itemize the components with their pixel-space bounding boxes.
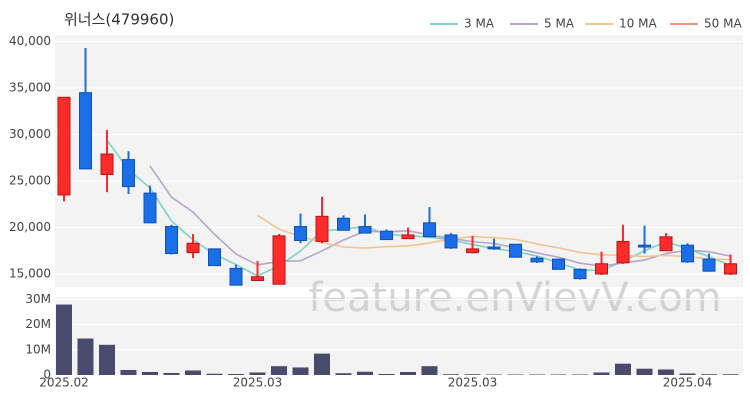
candle-body xyxy=(681,244,694,263)
candle-body xyxy=(208,248,221,267)
candle-body xyxy=(57,96,71,196)
y-tick-label: 20,000 xyxy=(9,220,51,234)
candle-body xyxy=(186,242,200,254)
x-tick-label: 2025.03 xyxy=(448,376,498,390)
volume-bar xyxy=(636,368,653,375)
y2-tick-label: 30M xyxy=(25,292,51,306)
candle-body xyxy=(143,192,157,224)
volume-bar xyxy=(421,366,438,375)
x-tick-label: 2025.02 xyxy=(39,376,89,390)
y2-tick-label: 10M xyxy=(25,342,51,356)
candle-body xyxy=(616,240,630,264)
x-tick-label: 2025.03 xyxy=(233,376,283,390)
candle-body xyxy=(79,92,92,170)
volume-bar xyxy=(550,374,567,375)
volume-bar xyxy=(464,374,481,375)
y2-tick-label: 0 xyxy=(43,368,51,382)
candle-body xyxy=(401,234,415,240)
volume-bar xyxy=(486,374,502,375)
candle-body xyxy=(294,226,307,242)
volume-bar xyxy=(357,371,373,375)
candle-body xyxy=(595,263,608,275)
volume-bar xyxy=(335,373,352,375)
volume-bar xyxy=(77,338,94,375)
candle-body xyxy=(272,235,286,285)
y-tick-label: 40,000 xyxy=(9,34,51,48)
candle-body xyxy=(229,267,243,286)
volume-bar xyxy=(679,373,696,375)
chart-title: 위너스(479960) xyxy=(64,11,174,29)
volume-bar xyxy=(593,372,610,375)
candle-body xyxy=(487,246,501,250)
watermark: feature.enVievV.com xyxy=(308,275,721,321)
volume-bar xyxy=(206,373,223,375)
volume-bar xyxy=(228,373,244,375)
volume-bar xyxy=(249,372,266,375)
volume-bar xyxy=(443,374,459,375)
candle-body xyxy=(165,226,178,255)
candle-body xyxy=(552,258,565,270)
candle-body xyxy=(122,159,135,188)
x-tick-label: 2025.04 xyxy=(663,376,713,390)
volume-bar xyxy=(185,370,201,375)
volume-bar xyxy=(400,371,416,375)
volume-bar xyxy=(99,344,115,375)
candle-body xyxy=(659,236,673,252)
candle-body xyxy=(380,230,393,241)
volume-bar xyxy=(271,366,287,375)
volume-bar xyxy=(292,367,309,375)
y-tick-label: 35,000 xyxy=(9,81,51,95)
ma-line xyxy=(257,214,731,261)
candle-body xyxy=(530,257,544,263)
ma-line xyxy=(149,165,731,267)
candle-body xyxy=(444,234,458,249)
legend-label: 3 MA xyxy=(464,17,495,31)
legend-label: 5 MA xyxy=(544,17,575,31)
candle-body xyxy=(466,248,479,254)
volume-bar xyxy=(529,374,545,375)
candle-body xyxy=(509,243,522,258)
candle-body xyxy=(573,268,587,280)
candle-body xyxy=(100,153,114,175)
volume-bar xyxy=(142,371,158,375)
volume-panel xyxy=(55,297,743,375)
candle-body xyxy=(358,226,372,234)
candle-body xyxy=(638,244,651,248)
y-tick-label: 30,000 xyxy=(9,127,51,141)
price-panel xyxy=(55,35,743,287)
volume-bar xyxy=(615,363,631,375)
y-tick-label: 25,000 xyxy=(9,173,51,187)
candle-body xyxy=(251,276,264,281)
volume-bar xyxy=(163,372,180,375)
volume-bar xyxy=(572,374,588,375)
volume-bar xyxy=(314,353,330,375)
y2-tick-label: 20M xyxy=(25,317,51,331)
volume-bar xyxy=(701,374,717,375)
volume-bar xyxy=(507,374,524,375)
volume-bar xyxy=(722,374,739,375)
candle-body xyxy=(337,217,350,231)
candle-body xyxy=(702,258,716,272)
legend-label: 10 MA xyxy=(619,17,657,31)
volume-bar xyxy=(378,373,395,375)
volume-bar xyxy=(120,369,137,375)
candle-body xyxy=(315,215,329,242)
volume-bar xyxy=(56,304,72,375)
candle-body xyxy=(724,263,737,275)
candle-body xyxy=(423,222,436,238)
legend-label: 50 MA xyxy=(704,17,742,31)
volume-bar xyxy=(658,369,674,375)
y-tick-label: 15,000 xyxy=(9,266,51,280)
